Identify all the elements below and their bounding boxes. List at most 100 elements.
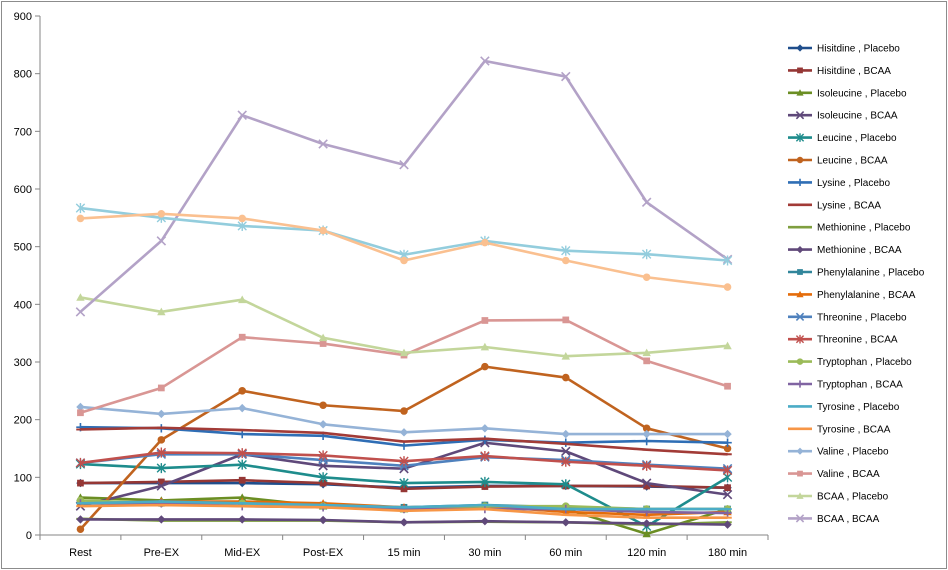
legend-item: Tyrosine , Placebo (788, 402, 900, 413)
data-point (722, 255, 733, 266)
data-point (75, 307, 86, 317)
data-point (561, 456, 571, 467)
y-tick-label: 900 (14, 11, 32, 23)
x-tick-label: Post-EX (303, 547, 344, 559)
data-point (238, 295, 247, 304)
legend-label: Leucine , BCAA (817, 156, 888, 167)
legend-marker (796, 246, 804, 254)
legend-label: Methionine , BCAA (817, 245, 902, 256)
data-point (238, 403, 247, 413)
data-point (318, 139, 328, 149)
series-tyrosine-bcaa (76, 503, 732, 520)
legend-item: Lysine , Placebo (788, 178, 890, 189)
legend-label: Lysine , BCAA (817, 200, 881, 211)
legend-marker (795, 334, 805, 344)
data-point (157, 436, 166, 444)
data-point (318, 333, 328, 342)
data-point (75, 457, 86, 468)
data-point (480, 450, 490, 462)
data-point (561, 446, 571, 457)
legend-marker (796, 380, 804, 388)
y-tick-label: 0 (26, 530, 32, 542)
legend-item: Methionine , Placebo (788, 223, 911, 234)
data-point (641, 478, 652, 488)
legend-marker (796, 178, 804, 186)
data-point (723, 341, 732, 350)
data-point (400, 256, 408, 265)
data-point (480, 342, 490, 351)
data-point (642, 424, 651, 433)
data-point (481, 317, 489, 324)
legend-label: Leucine , Placebo (817, 133, 897, 144)
data-point (642, 273, 651, 282)
legend-item: Threonine , Placebo (788, 312, 907, 323)
data-point (724, 484, 731, 492)
x-tick-label: 60 min (549, 547, 582, 559)
data-point (399, 518, 409, 527)
legend-item: Hisitdine , BCAA (788, 66, 891, 77)
data-point (157, 409, 166, 419)
data-point (642, 348, 651, 357)
data-point (76, 214, 85, 223)
data-point (641, 249, 652, 260)
legend-marker (796, 156, 804, 164)
data-point (238, 515, 247, 524)
x-tick-label: 30 min (468, 547, 501, 559)
legend-marker (795, 133, 805, 142)
series-leucine-bcaa (76, 362, 732, 534)
legend-marker (795, 111, 805, 120)
legend-marker (796, 44, 804, 52)
legend-marker (797, 269, 803, 275)
x-tick-label: Mid-EX (224, 547, 261, 559)
data-point (723, 283, 732, 291)
x-tick-label: 180 min (708, 547, 747, 559)
legend-label: Methionine , Placebo (817, 223, 911, 234)
legend-label: Tyrosine , BCAA (817, 424, 891, 435)
legend-label: Phenylalanine , BCAA (817, 290, 916, 301)
data-point (561, 518, 570, 527)
legend-item: Isoleucine , BCAA (788, 111, 898, 122)
data-point (319, 226, 327, 235)
y-tick-label: 500 (14, 242, 32, 254)
y-tick-label: 600 (14, 184, 32, 196)
y-tick-label: 300 (14, 357, 32, 369)
data-point (722, 489, 733, 500)
data-point (642, 429, 651, 439)
data-point (400, 407, 408, 415)
data-point (643, 482, 651, 490)
legend-marker (797, 470, 803, 477)
data-point (77, 409, 84, 417)
legend-label: BCAA , BCAA (817, 514, 880, 525)
data-point (480, 56, 490, 66)
data-point (237, 459, 247, 470)
data-point (157, 307, 166, 316)
data-point (156, 236, 167, 246)
data-point (642, 519, 651, 528)
legend-item: Leucine , Placebo (788, 133, 897, 144)
data-point (723, 444, 732, 453)
legend-label: Threonine , Placebo (817, 312, 907, 323)
data-point (156, 447, 167, 458)
data-point (319, 340, 327, 347)
legend-item: BCAA , BCAA (788, 514, 880, 525)
legend-label: Hisitdine , Placebo (817, 44, 900, 55)
data-point (319, 401, 327, 410)
legend-marker (796, 447, 804, 455)
data-point (318, 420, 328, 429)
legend-item: Tryptophan , Placebo (788, 357, 912, 368)
data-point (319, 479, 327, 487)
data-point (723, 429, 732, 439)
legend-label: Hisitdine , BCAA (817, 66, 891, 77)
data-point (561, 71, 571, 82)
data-point (238, 387, 247, 395)
x-tick-label: Rest (69, 547, 92, 559)
series-tyrosine-placebo (76, 500, 732, 511)
series-lysine-bcaa (76, 426, 732, 456)
data-point (481, 238, 489, 247)
series-bcaa-placebo (76, 293, 732, 360)
series-leucine-bcaa-line (76, 210, 732, 291)
y-tick-label: 200 (14, 415, 32, 427)
data-point (722, 465, 733, 476)
data-point (480, 516, 490, 526)
data-point (480, 424, 490, 433)
